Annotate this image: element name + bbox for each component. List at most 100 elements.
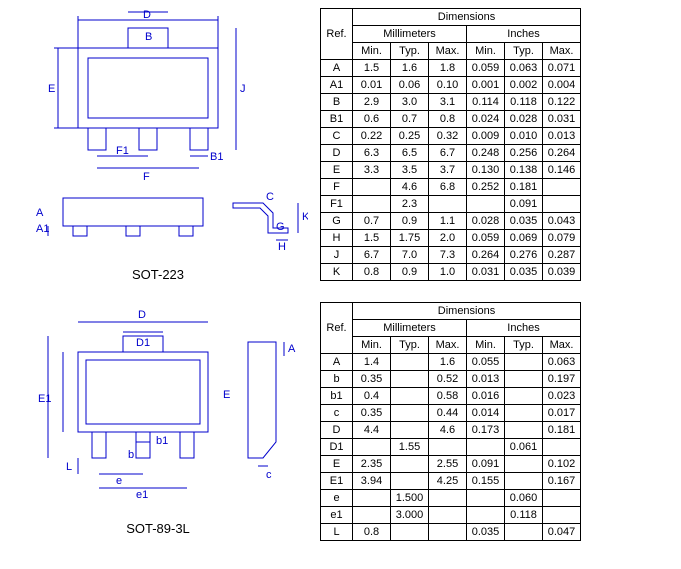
value-cell: 0.252 <box>467 179 505 196</box>
value-cell: 2.55 <box>429 456 467 473</box>
ref-cell: F1 <box>321 196 353 213</box>
svg-text:D: D <box>138 309 146 321</box>
value-cell: 0.063 <box>505 60 543 77</box>
value-cell: 1.6 <box>429 354 467 371</box>
table-row: B2.93.03.10.1140.1180.122 <box>321 94 581 111</box>
value-cell <box>429 439 467 456</box>
value-cell: 0.016 <box>467 388 505 405</box>
value-cell: 0.287 <box>543 247 581 264</box>
value-cell: 0.155 <box>467 473 505 490</box>
value-cell: 0.059 <box>467 230 505 247</box>
value-cell: 1.55 <box>391 439 429 456</box>
value-cell: 0.014 <box>467 405 505 422</box>
value-cell: 6.7 <box>429 145 467 162</box>
value-cell: 0.9 <box>391 213 429 230</box>
value-cell <box>505 371 543 388</box>
value-cell: 0.7 <box>353 213 391 230</box>
value-cell <box>353 179 391 196</box>
col-head: Min. <box>353 43 391 60</box>
table-row: E2.352.550.0910.102 <box>321 456 581 473</box>
value-cell: 1.0 <box>429 264 467 281</box>
value-cell <box>543 179 581 196</box>
value-cell: 0.118 <box>505 94 543 111</box>
value-cell: 0.256 <box>505 145 543 162</box>
col-head: Min. <box>467 43 505 60</box>
value-cell <box>505 422 543 439</box>
value-cell <box>391 405 429 422</box>
ref-cell: A <box>321 354 353 371</box>
svg-text:b1: b1 <box>156 435 168 447</box>
ref-cell: E1 <box>321 473 353 490</box>
ref-head-2: Ref. <box>321 303 353 354</box>
value-cell: 2.35 <box>353 456 391 473</box>
value-cell: 1.4 <box>353 354 391 371</box>
value-cell <box>391 388 429 405</box>
value-cell: 0.35 <box>353 371 391 388</box>
value-cell: 0.047 <box>543 524 581 541</box>
value-cell: 0.059 <box>467 60 505 77</box>
ref-cell: B1 <box>321 111 353 128</box>
col-head: Typ. <box>505 43 543 60</box>
svg-text:K: K <box>302 211 308 223</box>
value-cell <box>543 196 581 213</box>
value-cell: 0.039 <box>543 264 581 281</box>
svg-text:H: H <box>278 241 286 253</box>
value-cell <box>391 473 429 490</box>
svg-text:E: E <box>48 83 55 95</box>
value-cell: 0.055 <box>467 354 505 371</box>
table-row: b0.350.520.0130.197 <box>321 371 581 388</box>
table-row: K0.80.91.00.0310.0350.039 <box>321 264 581 281</box>
diagram-sot89: D D1 E E1 b1 b e e1 L A c SOT-89-3L <box>8 302 308 536</box>
ref-cell: G <box>321 213 353 230</box>
svg-text:F: F <box>143 171 150 183</box>
ref-cell: A <box>321 60 353 77</box>
ref-cell: c <box>321 405 353 422</box>
value-cell: 0.7 <box>391 111 429 128</box>
sot89-svg: D D1 E E1 b1 b e e1 L A c <box>8 302 308 512</box>
value-cell: 0.276 <box>505 247 543 264</box>
value-cell: 0.197 <box>543 371 581 388</box>
table-sot89: Ref. Dimensions Millimeters Inches Min.T… <box>320 302 581 541</box>
svg-text:B1: B1 <box>210 151 223 163</box>
table-row: L0.80.0350.047 <box>321 524 581 541</box>
value-cell <box>543 490 581 507</box>
diagram-sot223: D B E J F F1 B1 A A1 C K G H SOT-223 <box>8 8 308 282</box>
value-cell <box>391 371 429 388</box>
value-cell: 1.5 <box>353 230 391 247</box>
value-cell: 0.023 <box>543 388 581 405</box>
svg-text:D1: D1 <box>136 337 150 349</box>
value-cell: 0.063 <box>543 354 581 371</box>
value-cell: 0.130 <box>467 162 505 179</box>
table-row: e1.5000.060 <box>321 490 581 507</box>
value-cell: 0.069 <box>505 230 543 247</box>
value-cell: 1.75 <box>391 230 429 247</box>
table-row: B10.60.70.80.0240.0280.031 <box>321 111 581 128</box>
value-cell: 0.248 <box>467 145 505 162</box>
ref-cell: K <box>321 264 353 281</box>
value-cell: 0.031 <box>467 264 505 281</box>
table-row: D11.550.061 <box>321 439 581 456</box>
value-cell: 3.5 <box>391 162 429 179</box>
unit-in: Inches <box>467 26 581 43</box>
ref-cell: E <box>321 162 353 179</box>
value-cell: 7.0 <box>391 247 429 264</box>
value-cell <box>429 196 467 213</box>
value-cell: 4.6 <box>429 422 467 439</box>
value-cell: 3.7 <box>429 162 467 179</box>
value-cell: 0.043 <box>543 213 581 230</box>
value-cell <box>543 507 581 524</box>
ref-cell: e1 <box>321 507 353 524</box>
value-cell: 0.58 <box>429 388 467 405</box>
value-cell: 0.013 <box>543 128 581 145</box>
value-cell <box>467 439 505 456</box>
value-cell: 0.001 <box>467 77 505 94</box>
value-cell <box>505 456 543 473</box>
value-cell <box>429 524 467 541</box>
table-row: A10.010.060.100.0010.0020.004 <box>321 77 581 94</box>
value-cell: 0.8 <box>429 111 467 128</box>
value-cell: 0.10 <box>429 77 467 94</box>
value-cell: 0.028 <box>467 213 505 230</box>
value-cell: 1.6 <box>391 60 429 77</box>
col-head: Typ. <box>391 337 429 354</box>
value-cell <box>391 524 429 541</box>
